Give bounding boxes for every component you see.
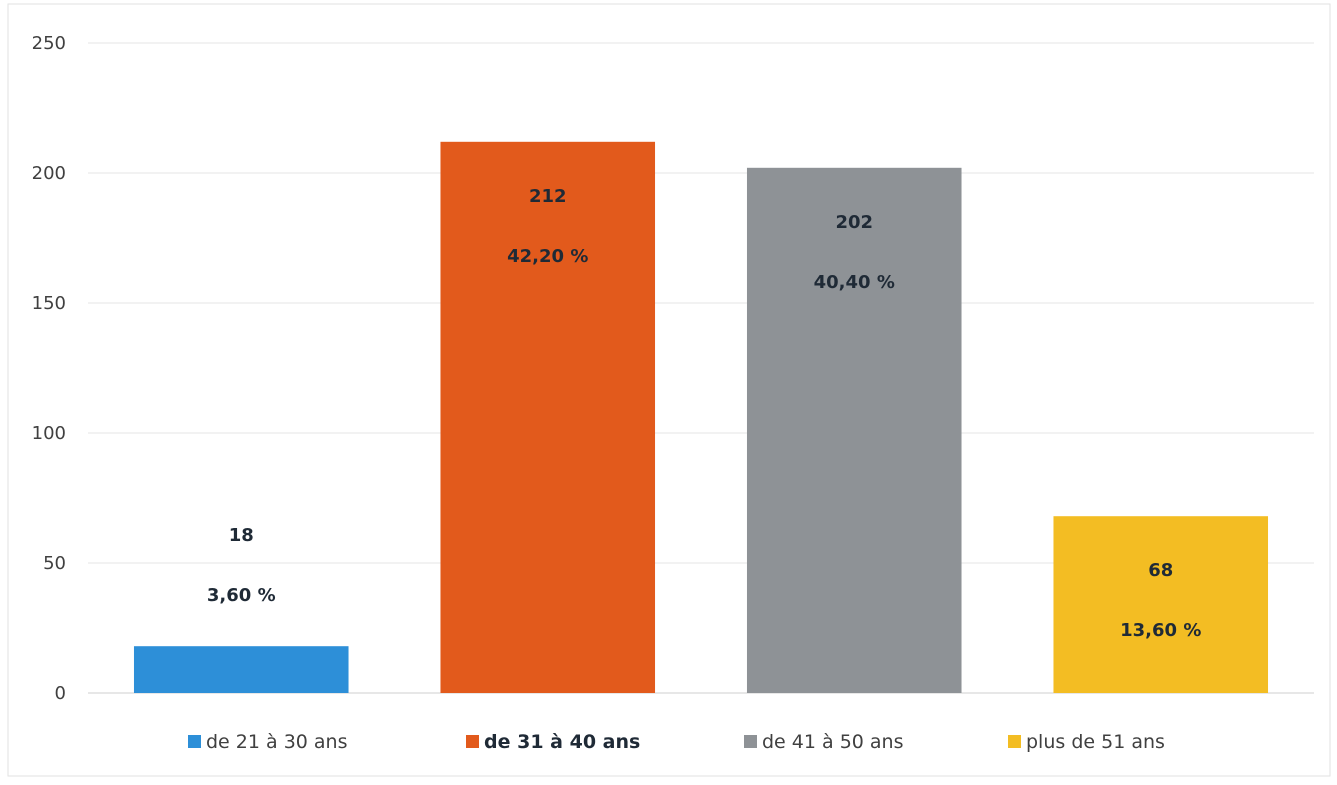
legend-swatch [188,735,201,748]
y-tick-label: 150 [32,293,66,314]
legend-label: de 31 à 40 ans [484,731,640,753]
legend-label: de 41 à 50 ans [762,731,904,753]
y-tick-label: 200 [32,163,66,184]
bar [1053,516,1269,693]
bar [133,646,349,693]
legend-label: de 21 à 30 ans [206,731,348,753]
y-axis-ticks: 0 50 100 150 200 250 [32,33,66,704]
percent-label: 13,60 % [1120,620,1201,641]
legend-label: plus de 51 ans [1026,731,1165,753]
data-labels: 18 3,60 % 212 42,20 % 202 40,40 % 68 13,60 % [207,186,1201,641]
percent-label: 42,20 % [507,246,588,267]
percent-label: 40,40 % [814,272,895,293]
value-label: 202 [835,212,873,233]
value-label: 68 [1148,560,1173,581]
bar [440,141,656,694]
legend-swatch [1008,735,1021,748]
bars [133,141,1269,694]
y-tick-label: 250 [32,33,66,54]
bar [746,167,962,694]
y-tick-label: 100 [32,423,66,444]
y-tick-label: 50 [43,553,66,574]
value-label: 212 [529,186,567,207]
legend-swatch [744,735,757,748]
percent-label: 3,60 % [207,585,276,606]
y-tick-label: 0 [55,683,66,704]
legend: de 21 à 30 ans de 31 à 40 ans de 41 à 50 a… [188,731,1165,753]
value-label: 18 [229,525,254,546]
legend-swatch [466,735,479,748]
